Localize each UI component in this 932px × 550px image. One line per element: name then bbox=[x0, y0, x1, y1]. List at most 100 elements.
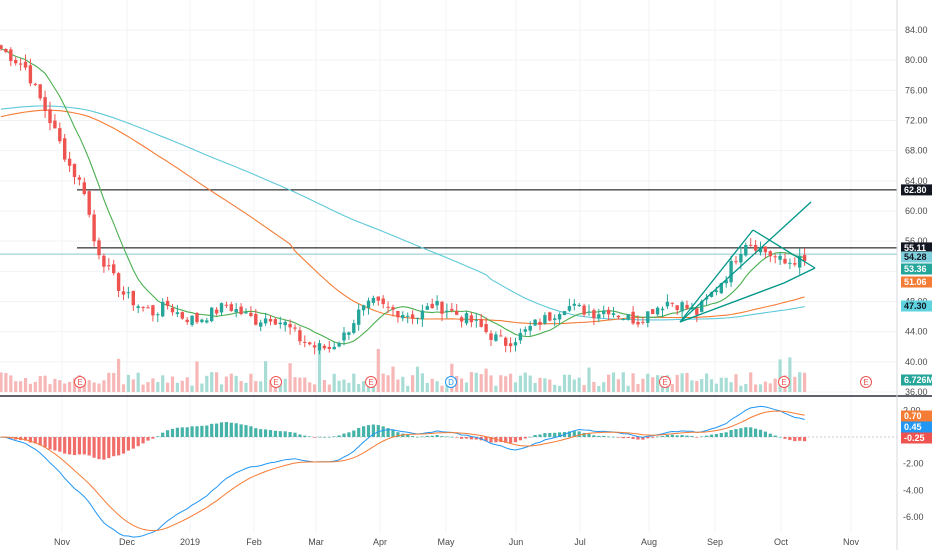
price-tick-label: 72.00 bbox=[905, 116, 928, 126]
candle-body bbox=[543, 315, 547, 324]
volume-bar bbox=[602, 382, 606, 392]
candle-body bbox=[376, 296, 380, 301]
volume-bar bbox=[518, 375, 522, 392]
candle-body bbox=[504, 337, 508, 346]
macd-histogram-bar bbox=[646, 437, 650, 439]
time-tick-label: Dec bbox=[119, 537, 136, 547]
volume-bar bbox=[28, 383, 32, 392]
macd-histogram-bar bbox=[210, 423, 214, 437]
candle-body bbox=[121, 291, 126, 295]
volume-bar bbox=[626, 385, 630, 392]
volume-bar bbox=[690, 380, 694, 392]
macd-tick-label: -2.00 bbox=[903, 459, 924, 469]
candle-body bbox=[288, 323, 292, 328]
macd-histogram-bar bbox=[53, 437, 57, 451]
macd-histogram-bar bbox=[680, 435, 684, 437]
candle-body bbox=[210, 307, 214, 322]
volume-bar bbox=[249, 373, 253, 392]
macd-tick-label: -4.00 bbox=[903, 485, 924, 495]
macd-histogram-bar bbox=[195, 426, 199, 437]
pattern-line bbox=[679, 282, 785, 323]
candle-body bbox=[798, 255, 802, 268]
pattern-line bbox=[679, 229, 754, 323]
volume-bar bbox=[87, 380, 91, 392]
candlestick-series[interactable] bbox=[0, 44, 807, 355]
event-marker-label: D bbox=[448, 378, 454, 387]
candle-body bbox=[312, 345, 317, 348]
event-marker bbox=[659, 376, 671, 388]
volume-bar bbox=[504, 376, 508, 392]
candle-body bbox=[425, 306, 429, 310]
event-marker-label: E bbox=[781, 378, 786, 387]
ma-long-line bbox=[0, 105, 805, 321]
volume-bar bbox=[435, 381, 439, 392]
macd-histogram-bar bbox=[215, 423, 219, 437]
macd-histogram-bar bbox=[489, 437, 493, 443]
candle-body bbox=[749, 244, 753, 246]
macd-histogram-bar bbox=[700, 436, 704, 438]
macd-histogram-bar bbox=[376, 425, 380, 437]
volume-bar bbox=[200, 383, 204, 392]
volume-bar bbox=[327, 384, 331, 392]
candle-body bbox=[557, 314, 562, 320]
candle-body bbox=[523, 329, 527, 332]
volume-bar bbox=[347, 382, 351, 392]
candle-body bbox=[28, 65, 33, 84]
pattern-line bbox=[783, 267, 816, 284]
volume-bar bbox=[136, 372, 140, 392]
volume-bar bbox=[577, 377, 581, 392]
macd-histogram-bar bbox=[175, 427, 179, 437]
price-tick-label: 36.00 bbox=[905, 387, 928, 397]
candle-body bbox=[577, 304, 581, 307]
volume-bar bbox=[607, 374, 611, 392]
macd-histogram-bar bbox=[28, 437, 32, 443]
volume-bar bbox=[729, 382, 733, 392]
macd-histogram-bar bbox=[317, 436, 322, 438]
event-marker-label: E bbox=[368, 378, 373, 387]
macd-histogram-bar bbox=[587, 433, 591, 437]
volume-bar bbox=[126, 374, 130, 392]
volume-bar bbox=[494, 385, 498, 392]
macd-histogram-bar bbox=[793, 437, 797, 442]
macd-histogram-bar bbox=[548, 432, 552, 437]
candle-body bbox=[151, 305, 155, 316]
time-tick-label: Sep bbox=[707, 537, 723, 547]
macd-histogram-bar bbox=[273, 430, 277, 437]
volume-bar bbox=[670, 384, 674, 392]
volume-bar bbox=[646, 373, 650, 392]
volume-bar bbox=[734, 374, 738, 392]
macd-histogram-bar bbox=[464, 437, 469, 439]
candle-body bbox=[175, 312, 180, 315]
volume-bar bbox=[685, 372, 689, 392]
volume-bar bbox=[758, 384, 763, 392]
pennant-pattern[interactable] bbox=[679, 201, 816, 323]
macd-histogram-bar bbox=[322, 436, 326, 438]
macd-histogram-bar bbox=[509, 437, 513, 443]
macd-histogram-bar bbox=[734, 429, 738, 437]
volume-bar bbox=[641, 378, 645, 392]
volume-bar bbox=[523, 372, 527, 392]
candle-body bbox=[254, 314, 258, 325]
event-marker bbox=[74, 376, 86, 388]
candle-body bbox=[753, 244, 758, 251]
macd-histogram-bar bbox=[690, 436, 694, 437]
volume-bar bbox=[425, 382, 429, 392]
volume-bar bbox=[749, 372, 753, 392]
macd-histogram-bar bbox=[254, 428, 258, 437]
event-marker-label: E bbox=[273, 378, 278, 387]
volume-bar bbox=[621, 372, 625, 392]
macd-histogram-bar bbox=[141, 437, 145, 444]
candle-body bbox=[773, 256, 777, 258]
macd-histogram-bar bbox=[592, 435, 596, 437]
candle-body bbox=[724, 280, 728, 284]
volume-bar bbox=[264, 361, 268, 392]
event-marker bbox=[860, 376, 872, 388]
time-tick-label: Nov bbox=[843, 537, 860, 547]
volume-bar bbox=[376, 348, 380, 392]
volume-bar bbox=[513, 382, 518, 392]
time-tick-label: Nov bbox=[54, 537, 71, 547]
volume-bar bbox=[19, 381, 23, 392]
volume-bar bbox=[288, 363, 292, 392]
